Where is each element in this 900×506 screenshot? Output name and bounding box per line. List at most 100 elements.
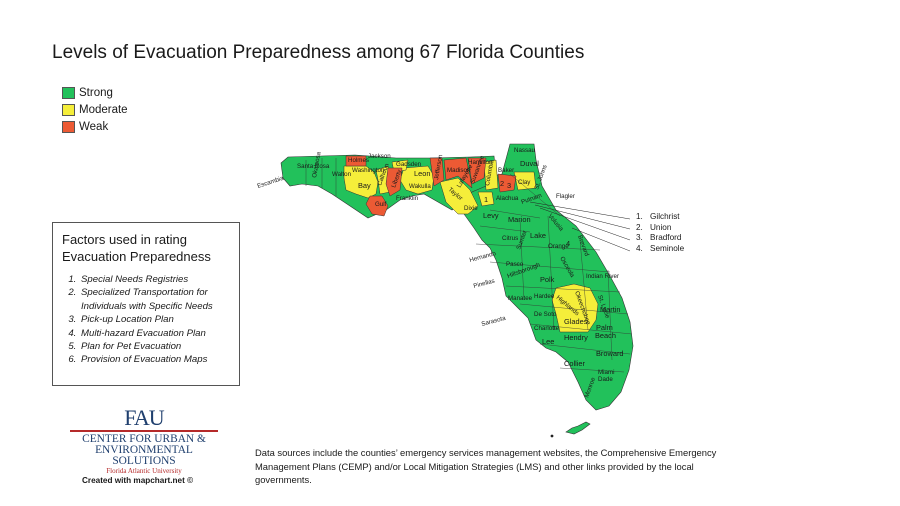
- county-gulf: [365, 195, 389, 217]
- legend: Strong Moderate Weak: [62, 84, 128, 135]
- label-miami-2: Dade: [598, 376, 613, 383]
- logo-line-1: CENTER FOR URBAN &: [82, 433, 206, 445]
- legend-swatch-strong: [62, 86, 75, 99]
- numbered-county-num: 1.: [636, 212, 643, 221]
- numbered-county-name: Gilchrist: [650, 212, 680, 221]
- factor-item: Specialized Transportation for Individua…: [79, 286, 231, 313]
- label-franklin: Franklin: [396, 195, 419, 202]
- legend-item-strong: Strong: [62, 84, 128, 101]
- label-jefferson: Jefferson: [433, 154, 444, 181]
- numbered-county-num: 4.: [636, 243, 643, 253]
- label-hardee: Hardee: [534, 293, 555, 300]
- label-glades: Glades: [564, 317, 588, 326]
- label-duval: Duval: [520, 159, 539, 168]
- page-title: Levels of Evacuation Preparedness among …: [52, 42, 585, 63]
- label-hamilton: Hamilton: [468, 159, 493, 166]
- legend-label-strong: Strong: [79, 86, 113, 99]
- label-palm-beach-2: Beach: [595, 331, 616, 340]
- legend-item-moderate: Moderate: [62, 101, 128, 118]
- numbered-county-row: 2. Union: [636, 223, 684, 234]
- mapchart-credit: Created with mapchart.net ©: [82, 476, 194, 485]
- factor-item: Special Needs Registries: [79, 273, 231, 286]
- label-escambia: Escambia: [256, 175, 285, 190]
- label-miami-1: Miami: [598, 369, 615, 376]
- label-manatee: Manatee: [508, 295, 533, 302]
- label-levy: Levy: [483, 211, 499, 220]
- logo-divider: [70, 430, 218, 432]
- factor-item: Provision of Evacuation Maps: [79, 353, 231, 366]
- logo-line-2: ENVIRONMENTAL SOLUTIONS: [95, 444, 193, 467]
- county-suwannee: [467, 157, 487, 185]
- county-columbia: [483, 159, 499, 191]
- label-num-1: 1: [484, 195, 488, 204]
- label-santa-rosa: Santa Rosa: [297, 163, 330, 170]
- factors-title-line-1: Factors used in rating: [62, 232, 188, 247]
- label-leon: Leon: [414, 169, 430, 178]
- label-walton: Walton: [332, 171, 352, 178]
- factor-item: Multi-hazard Evacuation Plan: [79, 327, 231, 340]
- label-hendry: Hendry: [564, 333, 588, 342]
- label-orange: Orange: [548, 243, 569, 250]
- numbered-county-row: 4. Seminole: [636, 244, 684, 255]
- label-indian-river: Indian River: [586, 273, 619, 280]
- fau-logo-mark: FAU: [124, 405, 164, 430]
- numbered-county-name: Union: [650, 222, 672, 232]
- label-baker: Baker: [498, 167, 514, 174]
- pointer-lines: [529, 201, 631, 252]
- factors-list: Special Needs Registries Specialized Tra…: [62, 273, 231, 367]
- label-de-soto: De Soto: [534, 311, 557, 318]
- label-palm-beach-1: Palm: [596, 323, 613, 332]
- factors-title: Factors used in rating Evacuation Prepar…: [62, 231, 231, 265]
- label-okaloosa: Okaloosa: [311, 151, 323, 179]
- label-charlotte: Charlotte: [534, 325, 560, 332]
- label-wakulla: Wakulla: [409, 183, 431, 190]
- label-lee: Lee: [542, 337, 554, 346]
- label-pasco: Pasco: [506, 261, 524, 268]
- label-lake: Lake: [530, 231, 546, 240]
- label-collier: Collier: [564, 359, 585, 368]
- numbered-county-num: 2.: [636, 222, 643, 232]
- keys-dot: [550, 434, 554, 438]
- county-holmes: [345, 155, 367, 167]
- label-num-4: 4: [566, 239, 570, 248]
- label-marion: Marion: [508, 215, 531, 224]
- legend-label-moderate: Moderate: [79, 103, 128, 116]
- label-washington: Washington: [352, 167, 385, 174]
- legend-item-weak: Weak: [62, 118, 128, 135]
- numbered-county-row: 3. Bradford: [636, 233, 684, 244]
- county-madison-lafayette: [443, 157, 473, 189]
- factor-item: Plan for Pet Evacuation: [79, 340, 231, 353]
- numbered-counties-key: 1. Gilchrist 2. Union 3. Bradford 4. Sem…: [636, 212, 684, 254]
- label-clay: Clay: [518, 179, 531, 186]
- label-bay: Bay: [358, 181, 371, 190]
- label-holmes: Holmes: [348, 157, 369, 164]
- county-union-bradford: [497, 173, 517, 193]
- numbered-county-num: 3.: [636, 233, 643, 243]
- legend-swatch-moderate: [62, 103, 75, 116]
- legend-swatch-weak: [62, 120, 75, 133]
- label-gulf: Gulf: [375, 201, 387, 208]
- factors-box: Factors used in rating Evacuation Prepar…: [52, 222, 240, 386]
- numbered-county-name: Seminole: [650, 243, 685, 253]
- numbered-county-name: Bradford: [650, 233, 682, 243]
- label-columbia: Columbia: [484, 159, 496, 187]
- label-gadsden: Gadsden: [396, 161, 422, 168]
- county-gilchrist: [477, 191, 495, 207]
- label-alachua: Alachua: [496, 195, 519, 202]
- county-clay: [513, 171, 537, 191]
- label-sarasota: Sarasota: [481, 315, 507, 328]
- label-nassau: Nassau: [514, 147, 536, 154]
- county-borders: [305, 158, 633, 373]
- fau-ces-logo: FAU CENTER FOR URBAN & ENVIRONMENTAL SOL…: [64, 407, 224, 476]
- county-jefferson: [429, 157, 445, 187]
- legend-label-weak: Weak: [79, 120, 109, 133]
- label-jackson: Jackson: [368, 153, 391, 160]
- label-flagler: Flagler: [556, 193, 575, 200]
- label-hernando: Hernando: [469, 250, 498, 264]
- logo-subtitle: Florida Atlantic University: [106, 467, 182, 475]
- label-dixie: Dixie: [464, 205, 478, 212]
- factors-title-line-2: Evacuation Preparedness: [62, 249, 211, 264]
- numbered-county-row: 1. Gilchrist: [636, 212, 684, 223]
- data-sources-note: Data sources include the counties’ emerg…: [255, 447, 717, 486]
